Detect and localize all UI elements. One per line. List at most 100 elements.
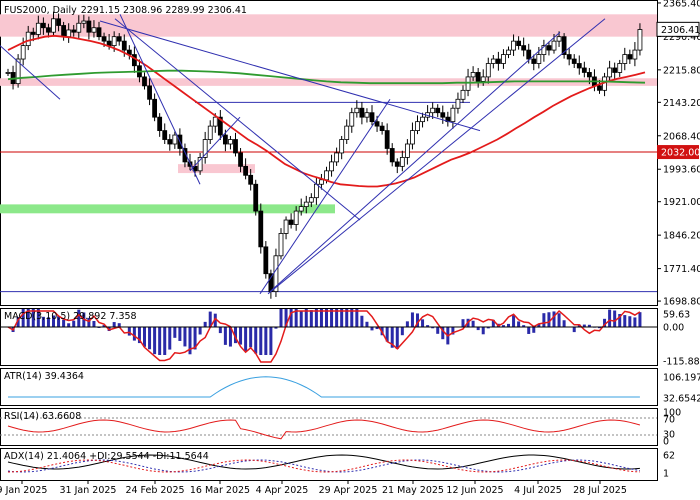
candle xyxy=(313,183,319,199)
macd-histogram-bar xyxy=(577,324,581,327)
atr-tick-label: 106.1979 xyxy=(663,373,700,384)
candle xyxy=(404,143,410,158)
macd-histogram-bar xyxy=(26,309,30,327)
macd-histogram-bar xyxy=(21,309,25,327)
candle xyxy=(91,27,97,33)
candle xyxy=(435,107,441,114)
price-tick-label: 2365.40 xyxy=(663,0,700,9)
macd-histogram-bar xyxy=(542,313,546,327)
macd-histogram-bar xyxy=(335,309,339,327)
di-plus-line xyxy=(7,459,640,473)
macd-histogram-bar xyxy=(319,309,323,327)
candle xyxy=(581,67,587,73)
adx-label: ADX(14) 21.4064 +DI:29.5544 -DI:11.5644 xyxy=(4,451,209,462)
chart-title: FUS2000, Daily 2291.15 2308.96 2289.99 23… xyxy=(4,5,247,16)
macd-histogram-bar xyxy=(638,312,642,327)
macd-histogram-bar xyxy=(87,317,91,327)
macd-histogram-bar xyxy=(557,313,561,327)
macd-histogram-bar xyxy=(552,311,556,327)
candle xyxy=(25,31,31,47)
rsi-tick-label: 0 xyxy=(663,437,669,448)
macd-histogram-bar xyxy=(608,309,612,327)
macd-histogram-bar xyxy=(365,321,369,327)
candle xyxy=(142,76,147,87)
macd-histogram-bar xyxy=(507,323,510,327)
macd-signal-line xyxy=(7,309,641,363)
macd-tick-label: -115.889 xyxy=(663,357,700,368)
date-tick-label: 4 Jul 2025 xyxy=(514,485,562,496)
macd-panel-frame xyxy=(0,308,658,366)
candle xyxy=(531,58,537,64)
green-moving-average xyxy=(7,69,646,85)
macd-histogram-bar xyxy=(137,327,141,344)
macd-histogram-bar xyxy=(148,327,152,350)
macd-tick-label: 59.63 xyxy=(663,310,690,321)
macd-histogram-bar xyxy=(390,327,394,348)
candle xyxy=(131,54,137,67)
candle xyxy=(263,246,269,275)
macd-histogram-bar xyxy=(628,316,632,327)
macd-histogram-bar xyxy=(618,313,622,327)
candle xyxy=(61,25,67,38)
macd-histogram-bar xyxy=(183,327,187,347)
macd-histogram-bar xyxy=(572,327,576,333)
macd-histogram-bar xyxy=(421,319,425,327)
candle xyxy=(238,152,243,167)
macd-histogram-bar xyxy=(461,319,465,327)
adx-line xyxy=(7,454,640,470)
candle xyxy=(152,98,158,118)
macd-histogram-bar xyxy=(178,327,182,341)
macd-histogram-bar xyxy=(57,316,61,327)
macd-histogram-bar xyxy=(486,327,490,329)
candle xyxy=(96,27,102,38)
price-tick-label: 1846.20 xyxy=(663,231,700,242)
date-tick-label: 16 Mar 2025 xyxy=(190,485,250,496)
rsi-tick-label: 70 xyxy=(663,415,675,426)
candle xyxy=(222,134,228,145)
candle xyxy=(303,201,309,208)
macd-histogram-bar xyxy=(269,327,273,355)
candle xyxy=(278,233,284,257)
macd-histogram-bar xyxy=(112,322,116,327)
candle xyxy=(329,161,334,172)
candle xyxy=(354,107,360,114)
macd-histogram-bar xyxy=(193,327,197,350)
candle xyxy=(374,121,380,127)
candle xyxy=(612,67,618,73)
candle xyxy=(415,121,420,131)
candle xyxy=(410,130,415,145)
macd-histogram-bar xyxy=(244,327,248,351)
macd-histogram-bar xyxy=(501,325,505,327)
candle xyxy=(51,18,56,33)
macd-histogram-bar xyxy=(410,312,414,327)
candle xyxy=(576,63,582,69)
candle xyxy=(324,170,329,181)
candle xyxy=(622,54,628,64)
trend-line xyxy=(259,99,391,295)
macd-histogram-bar xyxy=(299,311,303,327)
macd-histogram-bar xyxy=(537,324,541,327)
macd-histogram-bar xyxy=(72,320,76,327)
candle xyxy=(632,49,638,60)
candle xyxy=(172,134,178,145)
macd-histogram-bar xyxy=(46,317,50,327)
trend-line xyxy=(189,116,241,172)
rsi-label: RSI(14) 63.6608 xyxy=(4,411,81,422)
candle xyxy=(116,36,122,42)
macd-histogram-bar xyxy=(31,309,35,327)
candle xyxy=(526,49,532,60)
candle xyxy=(607,67,613,78)
trend-line xyxy=(119,14,201,185)
level-price-label: 2032.00 xyxy=(661,148,700,159)
candle xyxy=(288,219,294,225)
macd-histogram-bar xyxy=(314,309,318,327)
candle xyxy=(15,58,21,85)
candle xyxy=(308,197,314,203)
price-tick-label: 2290.40 xyxy=(663,32,700,43)
macd-histogram-bar xyxy=(264,327,268,355)
candle xyxy=(571,58,577,64)
macd-histogram-bar xyxy=(340,309,344,327)
macd-histogram-bar xyxy=(213,313,217,327)
candle xyxy=(182,148,188,163)
